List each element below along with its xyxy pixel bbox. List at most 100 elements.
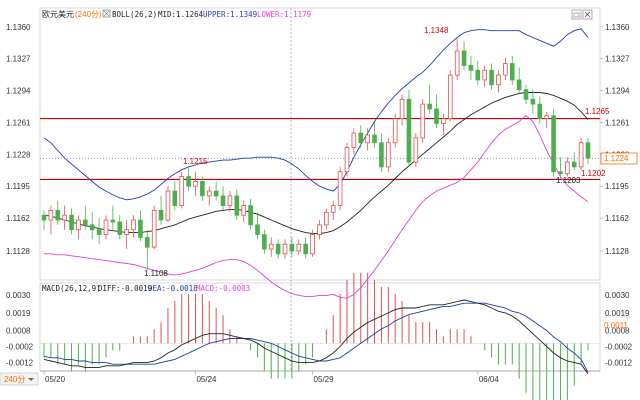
price-tick-label-right: 1.1261 (605, 118, 630, 127)
candle (420, 99, 426, 143)
candle (461, 41, 467, 71)
time-tick-label: 05/24 (196, 375, 217, 384)
candle-body (447, 74, 453, 120)
candle-body (392, 118, 398, 144)
candle (262, 229, 267, 254)
candle (406, 89, 412, 167)
hline-bottom-label: 1.1202 (581, 169, 606, 178)
candle (523, 84, 529, 105)
candle-body (537, 103, 543, 120)
candle-body (275, 243, 281, 255)
candle (110, 205, 116, 230)
candle (482, 65, 488, 87)
candle (447, 70, 453, 122)
candle (151, 205, 157, 250)
candle-body (69, 214, 74, 231)
candle (585, 137, 591, 165)
candle (441, 113, 446, 136)
price-tick-label-right: 1.1128 (605, 247, 629, 256)
candle (551, 108, 556, 177)
candle (117, 215, 123, 240)
candle (392, 113, 398, 148)
price-tick-label-right: 1.1327 (605, 55, 630, 64)
candle (351, 128, 357, 155)
candle-body (234, 195, 240, 216)
candle-body (496, 74, 501, 86)
macd-tick-label-left: -0.0012 (6, 359, 34, 368)
candle-body (358, 132, 364, 144)
candle (172, 181, 178, 211)
indicator-name: BOLL(26,2) (112, 10, 157, 19)
candle-body (530, 98, 536, 105)
candle (337, 166, 343, 211)
candle-body (96, 229, 102, 235)
candle (227, 191, 233, 213)
macd-tick-label-right: 0.0019 (605, 309, 630, 318)
candle-body (131, 219, 136, 231)
price-tick-label-left: 1.1128 (6, 247, 30, 256)
macd-tick-label-left: -0.0002 (6, 343, 34, 352)
price-annotations: 1.1265 1.1202 1.1108 1.1348 1.1215 1.120… (144, 26, 610, 278)
macd-header: MACD(26,12,9) DIFF:-0.0019 DEA:-0.0018 M… (42, 284, 250, 293)
price-tick-label-left: 1.1228 (6, 150, 31, 159)
candle-body (165, 190, 171, 221)
candle-body (41, 214, 47, 221)
candle-body (365, 134, 370, 144)
mid-value: MID:1.1264 (158, 10, 204, 19)
candle-body (55, 209, 61, 221)
current-macd-tag: 0.0011 (604, 321, 628, 330)
diff-value: DIFF:-0.0019 (98, 284, 152, 293)
candle-body (227, 195, 233, 206)
candle (69, 208, 74, 235)
period-badge-label: 240分 (4, 375, 25, 384)
symbol-label: 欧元美元 (42, 9, 74, 19)
candle (275, 239, 281, 259)
candle-body (441, 118, 446, 124)
candle (255, 212, 260, 240)
window-controls (571, 9, 593, 20)
candle-body (248, 205, 253, 226)
macd-pane (39, 282, 601, 372)
candle (282, 239, 288, 259)
candle-body (172, 190, 178, 206)
candle (475, 60, 481, 85)
candle-body (509, 63, 515, 81)
candle (310, 229, 315, 257)
candle-body (103, 219, 109, 235)
candle-body (220, 195, 226, 206)
chevron-down-icon (28, 378, 34, 381)
candle (365, 128, 370, 151)
candle-body (186, 176, 191, 187)
indicator-settings-icon[interactable] (102, 9, 111, 18)
candle (372, 121, 377, 148)
candle (496, 70, 501, 93)
swing-label: 1.1215 (183, 157, 208, 166)
price-tick-label-right: 1.1162 (605, 214, 629, 223)
current-price-value: 1.1224 (604, 154, 629, 163)
candle (158, 195, 164, 225)
macd-tick-label-left: 0.0030 (6, 291, 31, 300)
price-tick-label-left: 1.1294 (6, 87, 31, 96)
candle-body (544, 115, 549, 120)
candle-body (420, 103, 426, 139)
candle-body (110, 219, 116, 223)
candle (379, 133, 384, 172)
candle (165, 186, 171, 222)
candle-body (551, 115, 556, 173)
restore-icon[interactable] (571, 9, 582, 20)
candle (48, 205, 54, 235)
candle-body (83, 219, 88, 226)
candle-body (585, 142, 591, 159)
candle-body (268, 243, 274, 250)
candle (76, 215, 81, 240)
candle-body (124, 229, 129, 235)
period-badge[interactable]: 240分 (0, 372, 39, 386)
candle (289, 237, 295, 257)
close-icon[interactable] (582, 9, 593, 20)
hline-top-label: 1.1265 (585, 107, 610, 116)
boll-lower-line (44, 115, 589, 299)
candle-body (151, 209, 157, 248)
macd-tick-label-right: 0.0030 (605, 291, 630, 300)
macd-tick-label-left: 0.0019 (6, 309, 31, 318)
